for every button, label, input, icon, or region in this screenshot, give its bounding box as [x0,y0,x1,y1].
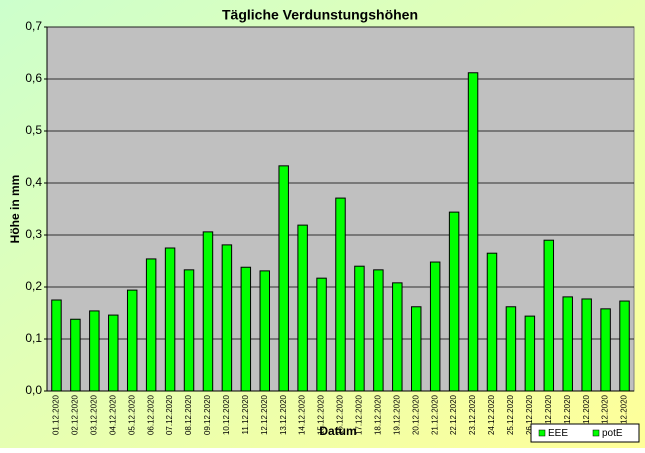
x-tick-label: 30.12.2020 [601,394,610,435]
y-tick-label: 0,1 [25,331,42,345]
x-tick-label: 22.12.2020 [449,394,458,435]
x-tick-label: 10.12.2020 [222,394,231,435]
bar [164,247,176,392]
bar [51,299,62,392]
bar [392,282,403,392]
x-tick-label: 24.12.2020 [487,394,496,435]
x-tick-label: 12.12.2020 [260,394,269,435]
legend-label: EEE [548,428,568,439]
x-tick-label: 09.12.2020 [203,394,212,435]
x-tick-label: 08.12.2020 [184,394,193,435]
bar [108,314,119,392]
x-tick-label: 20.12.2020 [411,394,420,435]
bar [562,296,573,392]
y-tick-label: 0,6 [25,71,42,85]
legend-box [530,423,640,443]
x-tick-label: 02.12.2020 [71,394,80,435]
x-tick-label: 13.12.2020 [279,394,288,435]
x-tick-label: 03.12.2020 [89,394,98,435]
x-tick-label: 07.12.2020 [165,394,174,435]
bar [543,239,555,392]
bar [183,269,195,392]
bar [448,211,460,392]
bar [89,310,100,392]
x-tick-label: 23.12.2020 [468,394,477,435]
bar [505,306,517,392]
x-axis-label: Datum [319,424,356,438]
chart-title: Tägliche Verdunstungshöhen [222,7,418,23]
bar [411,306,422,392]
bar [429,261,441,392]
bar [126,289,138,392]
bar [486,252,498,392]
y-tick-label: 0,4 [25,175,42,189]
bar [600,308,611,392]
y-tick-label: 0,7 [25,19,42,33]
y-tick-label: 0,0 [25,383,42,397]
x-tick-label: 31.12.2020 [620,394,629,435]
x-tick-label: 05.12.2020 [127,394,136,435]
legend-swatch [592,429,600,437]
x-tick-label: 16.12.2020 [336,394,345,435]
x-tick-label: 17.12.2020 [355,394,364,435]
y-tick-label: 0,5 [25,123,42,137]
bar [373,269,384,392]
bar [259,270,270,392]
x-tick-label: 19.12.2020 [392,394,401,435]
bar [240,266,252,392]
y-axis-label: Höhe in mm [8,175,22,244]
x-tick-label: 14.12.2020 [298,394,307,435]
bar [202,231,214,392]
bar [145,258,157,392]
bar [221,244,233,392]
x-tick-label: 25.12.2020 [506,394,515,435]
legend-label: potE [602,428,623,439]
x-tick-label: 06.12.2020 [146,394,155,435]
x-tick-label: 15.12.2020 [317,394,326,435]
bar [619,300,630,392]
bar [354,265,365,392]
y-tick-label: 0,2 [25,279,42,293]
bar [467,72,479,392]
bar [335,197,346,392]
x-tick-label: 28.12.2020 [563,394,572,435]
bar [297,224,308,392]
legend-swatch [538,429,546,437]
x-tick-label: 01.12.2020 [52,394,61,435]
bar [524,315,536,392]
x-tick-label: 27.12.2020 [544,394,553,435]
bar [278,165,289,392]
x-tick-label: 29.12.2020 [582,394,591,435]
x-tick-label: 18.12.2020 [373,394,382,435]
bar [316,277,327,392]
x-tick-label: 11.12.2020 [241,394,250,434]
bar [581,298,592,392]
x-tick-label: 04.12.2020 [108,394,117,435]
bar [70,318,81,392]
x-tick-label: 26.12.2020 [525,394,534,435]
x-tick-label: 21.12.2020 [430,394,439,435]
y-tick-label: 0,3 [25,227,42,241]
